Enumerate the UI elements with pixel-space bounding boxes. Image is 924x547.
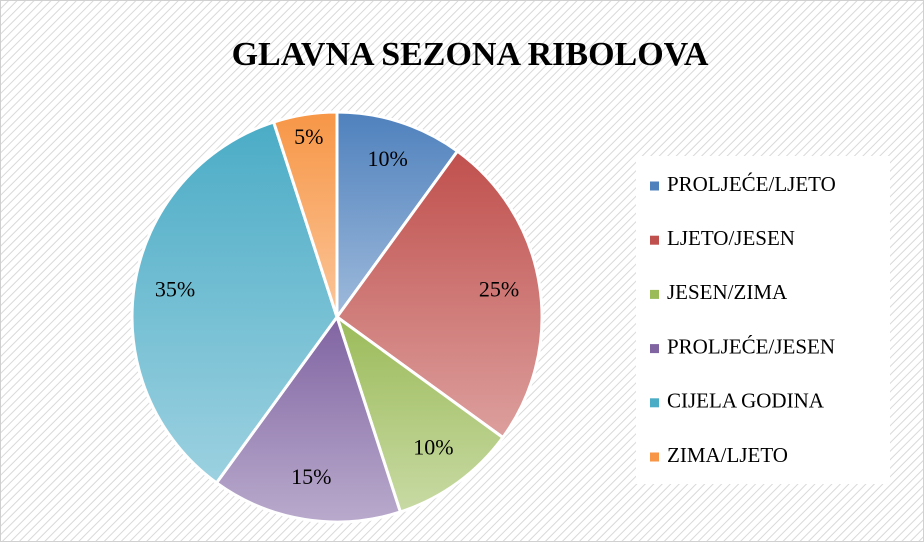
data-label: 10% (368, 146, 408, 171)
legend-label: ZIMA/LJETO (667, 443, 788, 467)
legend-label: PROLJEĆE/JESEN (667, 334, 835, 358)
legend-label: LJETO/JESEN (667, 226, 795, 250)
legend-swatch (650, 181, 659, 191)
pie-slice (271, 110, 339, 318)
pie-slice (214, 313, 403, 524)
pie-slice (334, 149, 544, 440)
chart-title: GLAVNA SEZONA RIBOLOVA (232, 36, 709, 73)
data-label: 25% (479, 276, 519, 301)
legend-box (636, 156, 890, 484)
legend-swatch (650, 452, 659, 462)
data-label: 35% (155, 276, 195, 301)
data-label: 5% (294, 124, 323, 149)
legend-swatch (650, 398, 659, 408)
legend-swatch (650, 344, 659, 354)
legend-swatch (650, 235, 659, 245)
legend-label: JESEN/ZIMA (667, 280, 788, 304)
pie-slice (130, 120, 339, 485)
legend-label: CIJELA GODINA (667, 389, 825, 413)
legend-swatch (650, 289, 659, 299)
data-label: 10% (413, 435, 453, 460)
pie-slice (334, 313, 505, 514)
legend-label: PROLJEĆE/LJETO (667, 172, 836, 196)
pie-slice (335, 110, 460, 322)
data-label: 15% (291, 464, 331, 489)
